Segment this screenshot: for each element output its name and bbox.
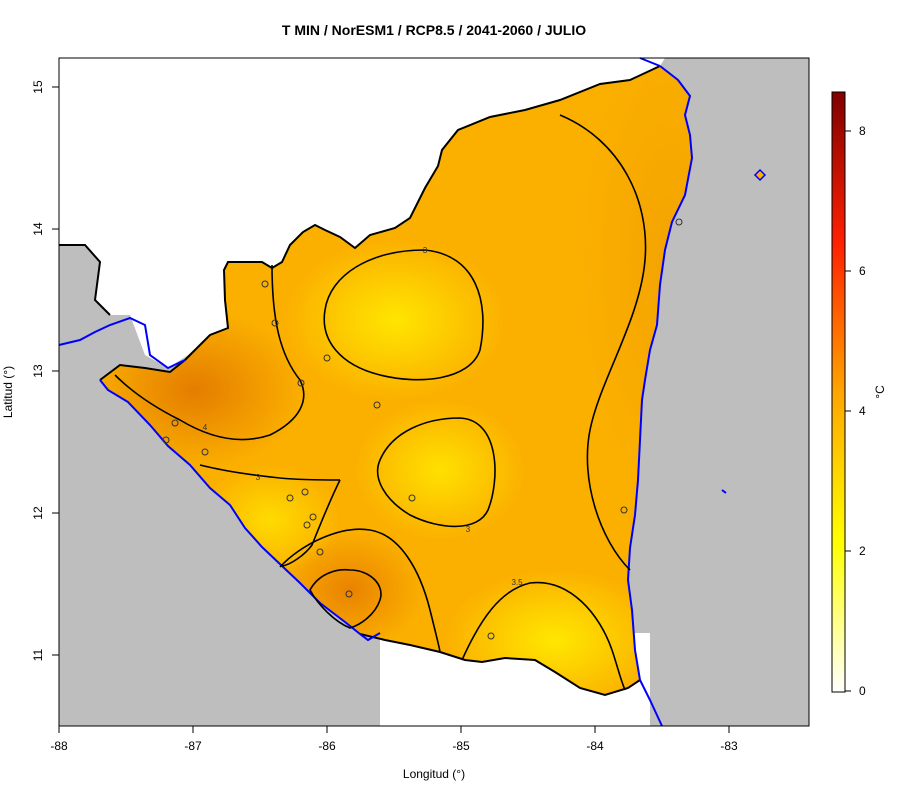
svg-text:3.5: 3.5 — [511, 578, 523, 587]
station-marker — [345, 590, 353, 598]
x-tick-label: -86 — [318, 739, 336, 753]
station-marker — [373, 401, 381, 409]
svg-text:3: 3 — [423, 246, 428, 255]
y-tick-label: 13 — [31, 364, 45, 378]
svg-text:3: 3 — [256, 473, 261, 482]
station-marker — [301, 488, 309, 496]
y-axis-label: Latitud (°) — [1, 366, 15, 418]
caribbean-coastline — [626, 65, 694, 727]
northern-border — [99, 65, 661, 381]
station-markers — [162, 218, 683, 640]
svg-text:4: 4 — [203, 423, 208, 432]
station-marker — [675, 218, 683, 226]
y-tick-label: 14 — [31, 222, 45, 236]
colorbar-unit-label: °C — [873, 385, 887, 399]
colorbar-tick-label: 0 — [859, 684, 866, 698]
honduras-border — [59, 244, 111, 316]
colorbar-tick-label: 2 — [859, 544, 866, 558]
x-tick-label: -87 — [184, 739, 202, 753]
contour-lines — [114, 114, 647, 691]
colorbar-gradient — [831, 91, 846, 693]
station-marker — [316, 548, 324, 556]
station-marker — [323, 354, 331, 362]
station-marker — [271, 319, 279, 327]
colorbar-tick-label: 8 — [859, 124, 866, 138]
colorbar: 8 6 4 2 0 °C — [831, 91, 887, 698]
map-panel: 3 4 3 3 3.5 — [58, 57, 810, 727]
map-title: T MIN / NorESM1 / RCP8.5 / 2041-2060 / J… — [282, 22, 586, 38]
x-tick-label: -85 — [452, 739, 470, 753]
y-tick-label: 12 — [31, 506, 45, 520]
y-axis-tick-labels: 15 14 13 12 11 — [31, 80, 45, 661]
station-marker — [171, 419, 179, 427]
station-marker — [297, 379, 305, 387]
station-marker — [309, 513, 317, 521]
colorbar-tick-label: 6 — [859, 264, 866, 278]
x-axis-label: Longitud (°) — [403, 767, 465, 781]
y-tick-label: 15 — [31, 80, 45, 94]
neighbor-country-north — [59, 58, 665, 368]
station-marker — [620, 506, 628, 514]
y-tick-label: 11 — [31, 648, 45, 661]
station-marker — [261, 280, 269, 288]
gulf-of-fonseca-coast — [58, 316, 186, 370]
y-axis — [52, 86, 60, 656]
station-marker — [303, 521, 311, 529]
contour-labels: 3 4 3 3 3.5 — [203, 246, 523, 587]
svg-text:3: 3 — [466, 525, 471, 534]
station-marker — [201, 448, 209, 456]
station-marker — [408, 494, 416, 502]
x-axis — [58, 725, 730, 733]
southern-border — [359, 633, 641, 697]
x-axis-tick-labels: -88 -87 -86 -85 -84 -83 — [50, 739, 738, 753]
x-tick-label: -88 — [50, 739, 68, 753]
colorbar-tick-label: 4 — [859, 404, 866, 418]
station-marker — [487, 632, 495, 640]
x-tick-label: -83 — [720, 739, 738, 753]
station-marker — [162, 436, 170, 444]
station-marker — [286, 494, 294, 502]
x-tick-label: -84 — [586, 739, 604, 753]
corn-islands — [753, 168, 767, 182]
